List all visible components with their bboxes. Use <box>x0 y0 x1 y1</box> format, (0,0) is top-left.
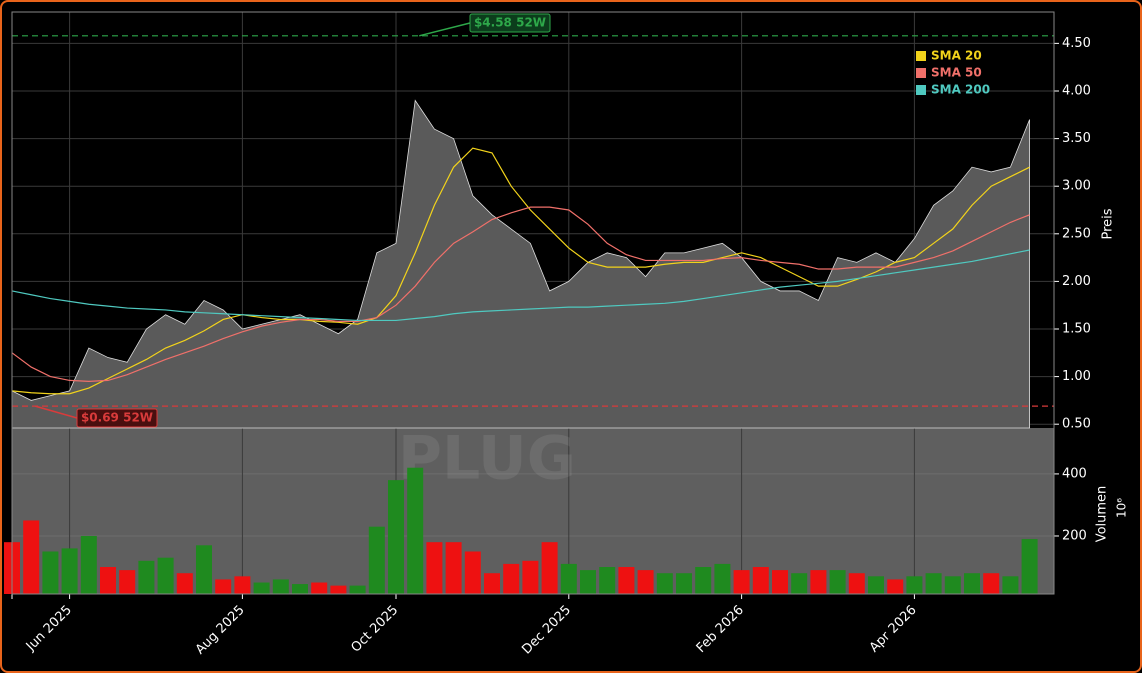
volume-axis-label: Volumen <box>1095 486 1110 543</box>
volume-bar <box>522 560 539 594</box>
volume-bar <box>388 480 404 594</box>
y-tick-label: 2.00 <box>1062 274 1091 289</box>
volume-bar <box>560 563 577 594</box>
x-tick-label: Jun 2025 <box>23 603 75 655</box>
volume-bar <box>714 563 731 594</box>
y-tick-label: 400 <box>1062 466 1087 481</box>
volume-bar <box>772 570 788 594</box>
volume-bar <box>887 579 904 594</box>
volume-bar <box>848 573 865 594</box>
volume-bar <box>176 573 193 594</box>
plot-border <box>11 11 1055 595</box>
volume-bar <box>234 576 251 594</box>
x-tick-label: Aug 2025 <box>193 603 248 658</box>
volume-bar <box>637 570 654 594</box>
volume-bar <box>1021 539 1038 594</box>
volume-bar <box>906 576 923 594</box>
volume-bar <box>157 557 174 594</box>
volume-bar <box>1002 576 1019 594</box>
volume-bar <box>925 573 942 594</box>
legend-swatch <box>916 68 926 78</box>
volume-bar <box>80 535 97 594</box>
volume-bar <box>541 542 558 594</box>
y-tick-label: 4.00 <box>1062 84 1091 99</box>
y-tick-label: 200 <box>1062 528 1087 543</box>
volume-bar <box>599 567 616 594</box>
sma-line <box>11 206 1030 382</box>
x-tick-label: Feb 2026 <box>694 603 747 656</box>
volume-bar <box>253 582 270 594</box>
y-tick-label: 1.00 <box>1062 369 1091 384</box>
volume-bar <box>964 573 980 594</box>
y-tick-label: 4.50 <box>1062 36 1091 51</box>
y-tick-label: 3.00 <box>1062 179 1091 194</box>
volume-bar <box>61 548 78 594</box>
y-tick-label: 2.50 <box>1062 226 1091 241</box>
volume-bar <box>791 573 808 594</box>
legend-label: SMA 50 <box>931 66 982 80</box>
volume-bar <box>868 576 884 594</box>
high-arrow <box>419 22 471 37</box>
y-axis-label: Preis <box>1101 208 1116 239</box>
watermark: PLUG <box>398 424 576 494</box>
volume-bar <box>829 570 846 594</box>
volume-bar <box>618 567 635 594</box>
volume-bar <box>503 563 520 594</box>
volume-bar <box>100 567 116 594</box>
volume-bar <box>311 582 328 594</box>
legend-label: SMA 200 <box>931 83 990 97</box>
volume-bar <box>944 576 961 594</box>
volume-bar <box>196 545 212 594</box>
volume-bar <box>330 585 347 594</box>
high-label-box <box>469 13 551 33</box>
volume-bar <box>426 542 443 594</box>
volume-bar <box>733 570 750 594</box>
volume-scale: 10⁶ <box>1115 498 1129 518</box>
volume-bar <box>215 579 232 594</box>
volume-bar <box>368 526 385 594</box>
volume-bar <box>407 467 424 594</box>
volume-bar <box>656 573 673 594</box>
volume-bar <box>292 584 308 594</box>
volume-bar <box>464 551 481 594</box>
volume-bar <box>580 570 596 594</box>
volume-bar <box>484 573 500 594</box>
volume-bar <box>983 573 1000 594</box>
x-tick-label: Dec 2025 <box>519 603 574 658</box>
legend-swatch <box>916 85 926 95</box>
x-tick-label: Oct 2025 <box>348 603 401 656</box>
x-tick-label: Apr 2026 <box>867 603 920 656</box>
price-area <box>11 99 1030 429</box>
y-tick-label: 0.50 <box>1062 417 1091 432</box>
low-label-box <box>76 408 158 428</box>
volume-bar <box>138 560 155 594</box>
y-tick-label: 3.50 <box>1062 131 1091 146</box>
y-tick-label: 1.50 <box>1062 321 1091 336</box>
legend-swatch <box>916 51 926 61</box>
sma-line <box>11 249 1030 322</box>
low-arrow <box>34 405 78 419</box>
volume-bar <box>752 567 769 594</box>
volume-bar <box>119 570 136 594</box>
legend-label: SMA 20 <box>931 49 982 63</box>
low-label: $0.69 52W <box>81 411 153 425</box>
volume-bar <box>23 520 40 594</box>
volume-bar <box>272 579 289 594</box>
volume-bar <box>695 567 712 594</box>
high-label: $4.58 52W <box>474 16 546 30</box>
volume-bar <box>810 570 827 594</box>
volume-bar <box>349 585 366 594</box>
volume-bar <box>445 542 462 594</box>
volume-bar <box>676 573 692 594</box>
volume-bar <box>42 551 59 594</box>
